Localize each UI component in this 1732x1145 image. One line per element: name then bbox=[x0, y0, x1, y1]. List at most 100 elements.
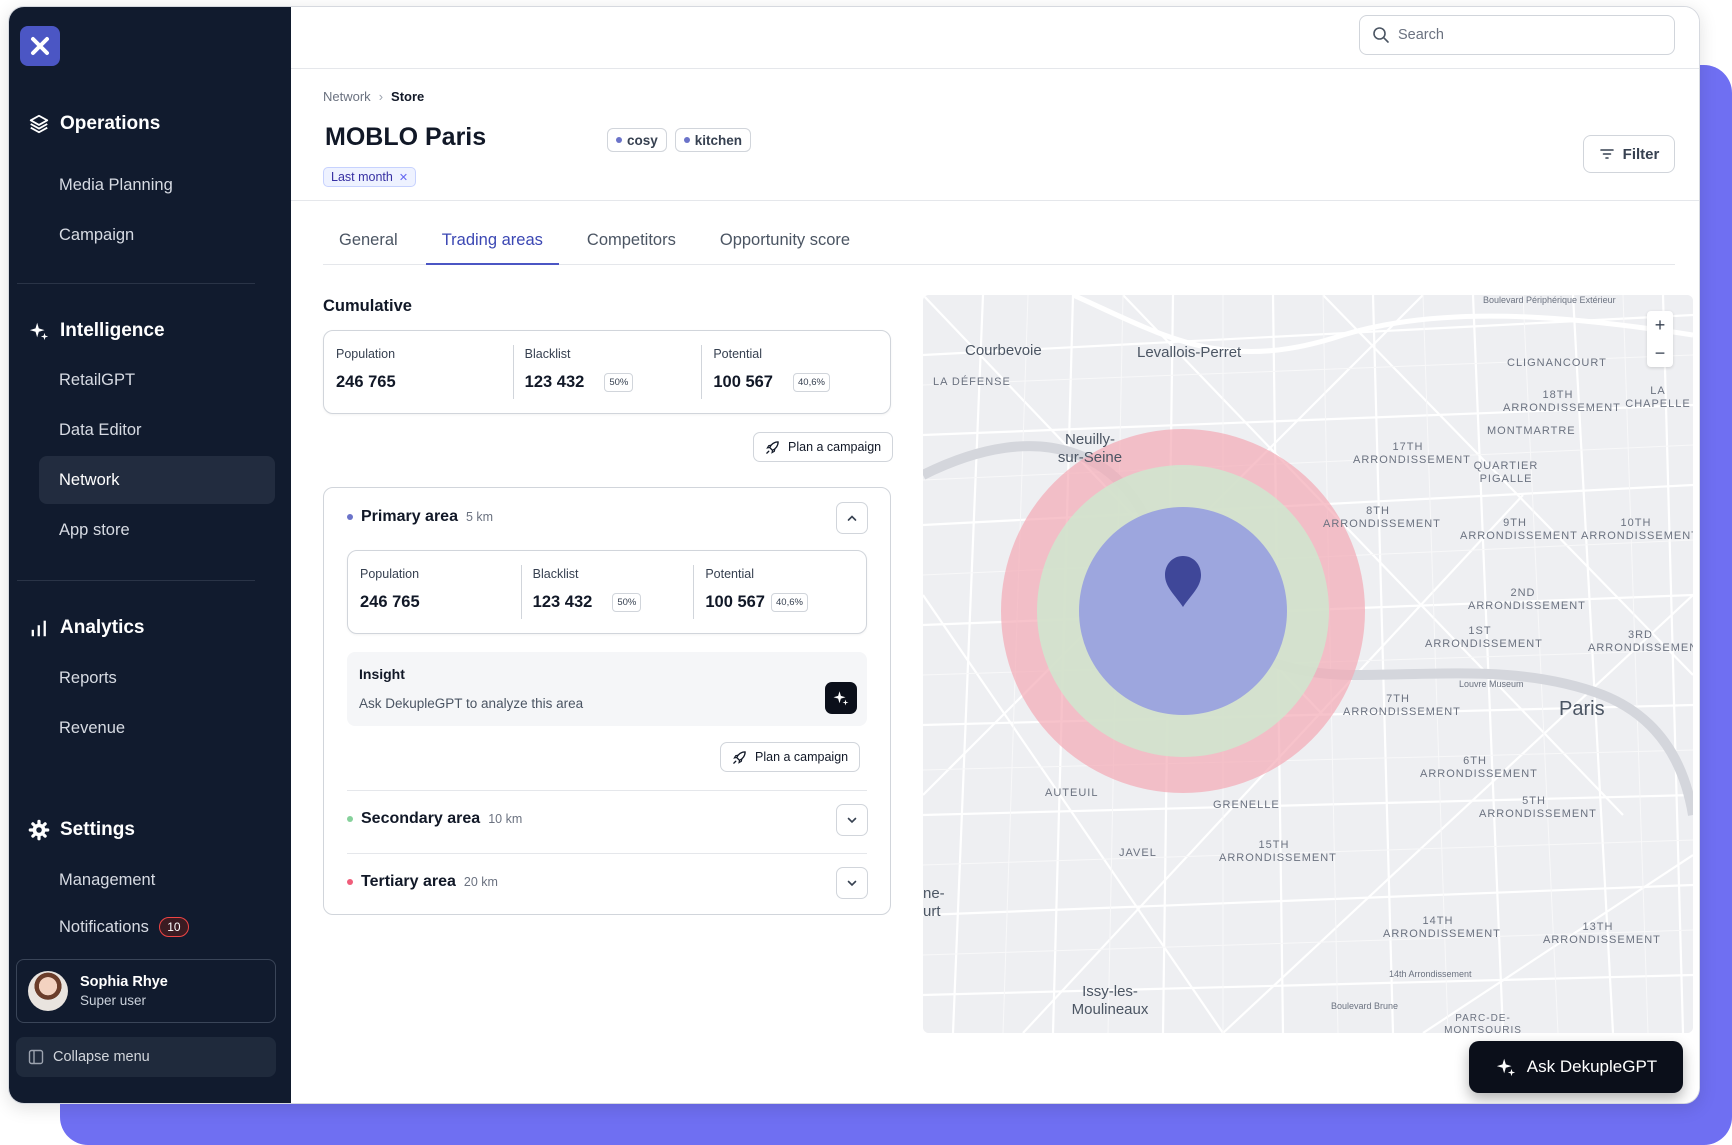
tab-opportunity-score[interactable]: Opportunity score bbox=[719, 231, 851, 249]
nav-label: Revenue bbox=[59, 718, 126, 737]
stat-label: Potential bbox=[713, 347, 762, 361]
stat-blacklist: Blacklist 123 432 50% bbox=[520, 551, 694, 633]
insight-box: Insight Ask DekupleGPT to analyze this a… bbox=[347, 652, 867, 726]
tertiary-area-header[interactable]: Tertiary area 20 km bbox=[347, 873, 498, 891]
stat-value: 246 765 bbox=[336, 373, 396, 391]
collapse-primary-button[interactable] bbox=[836, 502, 868, 534]
period-chip[interactable]: Last month ✕ bbox=[323, 167, 417, 187]
area-radius: 20 km bbox=[463, 875, 498, 889]
map-place: Courbevoie bbox=[965, 342, 1042, 359]
tag-kitchen[interactable]: kitchen bbox=[674, 128, 752, 152]
map-district: 6th Arrondissement bbox=[1420, 755, 1538, 781]
section-operations[interactable]: Operations bbox=[28, 113, 160, 135]
tag-label: cosy bbox=[627, 132, 658, 148]
nav-label: Reports bbox=[59, 668, 117, 687]
map-street: Boulevard Périphérique Extérieur bbox=[1483, 295, 1616, 305]
collapse-menu-button[interactable]: Collapse menu bbox=[16, 1037, 276, 1077]
page-header: Network › Store MOBLO Paris cosy kitchen… bbox=[291, 69, 1699, 201]
sidebar-item-network[interactable]: Network bbox=[39, 456, 275, 504]
plan-campaign-button[interactable]: Plan a campaign bbox=[753, 432, 894, 462]
map-district: 5th Arrondissement bbox=[1479, 795, 1597, 821]
top-bar bbox=[291, 7, 1699, 69]
sidebar-item-management[interactable]: Management bbox=[39, 856, 275, 904]
breadcrumb-parent[interactable]: Network bbox=[323, 89, 371, 104]
stat-value: 123 432 bbox=[524, 373, 585, 391]
zoom-in-button[interactable]: + bbox=[1654, 314, 1666, 335]
user-name: Sophia Rhye bbox=[80, 974, 168, 990]
stat-potential: Potential 100 567 40,6% bbox=[701, 331, 890, 413]
tab-competitors[interactable]: Competitors bbox=[586, 231, 676, 249]
map-canvas bbox=[923, 295, 1693, 1033]
user-profile-card[interactable]: Sophia Rhye Super user bbox=[16, 959, 276, 1023]
sidebar-item-data-editor[interactable]: Data Editor bbox=[39, 406, 275, 454]
trading-area-map[interactable]: Courbevoie Levallois-Perret Neuilly-sur-… bbox=[923, 295, 1693, 1033]
sidebar-item-reports[interactable]: Reports bbox=[39, 654, 275, 702]
nav-label: App store bbox=[59, 520, 130, 539]
breadcrumb-current: Store bbox=[391, 89, 425, 104]
stat-value: 100 567 bbox=[705, 593, 765, 611]
plan-campaign-area-button[interactable]: Plan a campaign bbox=[720, 742, 861, 772]
map-district: Parc-de-Montsouris bbox=[1444, 1013, 1522, 1033]
tab-general[interactable]: General bbox=[339, 231, 398, 249]
expand-secondary-button[interactable] bbox=[836, 804, 868, 836]
map-place: Paris bbox=[1559, 698, 1605, 720]
main-content: Network › Store MOBLO Paris cosy kitchen… bbox=[291, 7, 1699, 1103]
sidebar-item-revenue[interactable]: Revenue bbox=[39, 704, 275, 752]
app-logo[interactable] bbox=[20, 26, 60, 66]
sidebar-item-app-store[interactable]: App store bbox=[39, 506, 275, 554]
search-input[interactable] bbox=[1398, 27, 1638, 43]
map-district: 1st Arrondissement bbox=[1425, 625, 1543, 651]
filter-icon bbox=[1599, 149, 1614, 159]
button-label: Plan a campaign bbox=[755, 750, 849, 764]
map-district: 17th Arrondissement bbox=[1353, 441, 1471, 467]
collapse-label: Collapse menu bbox=[53, 1049, 150, 1065]
section-analytics[interactable]: Analytics bbox=[28, 617, 144, 639]
trading-areas-card: Primary area 5 km Population 246 765 Bla… bbox=[323, 487, 891, 915]
sidebar-item-media-planning[interactable]: Media Planning bbox=[39, 161, 275, 209]
close-icon[interactable]: ✕ bbox=[398, 171, 409, 184]
map-district: 18th Arrondissement bbox=[1503, 389, 1621, 415]
expand-tertiary-button[interactable] bbox=[836, 867, 868, 899]
sidebar-panel-icon bbox=[28, 1049, 44, 1065]
store-pin-icon[interactable] bbox=[1165, 556, 1201, 607]
stat-value: 100 567 bbox=[713, 373, 773, 391]
section-settings[interactable]: Settings bbox=[28, 819, 135, 841]
section-label: Settings bbox=[60, 819, 135, 840]
search-box[interactable] bbox=[1359, 15, 1675, 55]
sidebar-item-notifications[interactable]: Notifications 10 bbox=[39, 903, 275, 951]
period-chip-label: Last month bbox=[331, 170, 393, 184]
sidebar-item-campaign[interactable]: Campaign bbox=[39, 211, 275, 259]
tab-trading-areas[interactable]: Trading areas bbox=[425, 219, 559, 265]
filter-button[interactable]: Filter bbox=[1583, 135, 1675, 173]
map-district: 10th Arrondissement bbox=[1581, 517, 1693, 543]
ask-ai-button[interactable] bbox=[825, 682, 857, 714]
primary-area-header[interactable]: Primary area 5 km bbox=[347, 508, 493, 526]
map-district: 7th Arrondissement bbox=[1343, 693, 1461, 719]
button-label: Plan a campaign bbox=[788, 440, 882, 454]
primary-area-stats: Population 246 765 Blacklist 123 432 50% … bbox=[347, 550, 867, 634]
map-district: Clignancourt bbox=[1507, 357, 1607, 369]
area-divider bbox=[347, 853, 867, 854]
ask-dekuplegpt-button[interactable]: Ask DekupleGPT bbox=[1469, 1041, 1683, 1093]
tag-cosy[interactable]: cosy bbox=[607, 128, 667, 152]
sidebar-divider bbox=[17, 580, 255, 581]
breadcrumb: Network › Store bbox=[323, 89, 424, 104]
map-street: Louvre Museum bbox=[1459, 679, 1524, 689]
map-district: 15th Arrondissement bbox=[1219, 839, 1337, 865]
nav-label: Data Editor bbox=[59, 420, 142, 439]
sidebar-item-retailgpt[interactable]: RetailGPT bbox=[39, 356, 275, 404]
stat-value: 246 765 bbox=[360, 593, 420, 611]
tag-label: kitchen bbox=[694, 132, 743, 148]
secondary-area-header[interactable]: Secondary area 10 km bbox=[347, 810, 522, 828]
map-district: Auteuil bbox=[1045, 787, 1099, 799]
map-district: 9th Arrondissement bbox=[1460, 517, 1578, 543]
zoom-out-button[interactable]: − bbox=[1654, 342, 1666, 363]
stat-potential: Potential 100 567 40,6% bbox=[693, 551, 866, 633]
percent-badge: 40,6% bbox=[771, 593, 808, 612]
chevron-down-icon bbox=[847, 817, 857, 824]
percent-badge: 40,6% bbox=[793, 373, 830, 392]
map-street: 14th Arrondissement bbox=[1389, 969, 1472, 979]
nav-label: RetailGPT bbox=[59, 370, 136, 389]
nav-label: Campaign bbox=[59, 225, 135, 244]
section-intelligence[interactable]: Intelligence bbox=[28, 320, 165, 342]
